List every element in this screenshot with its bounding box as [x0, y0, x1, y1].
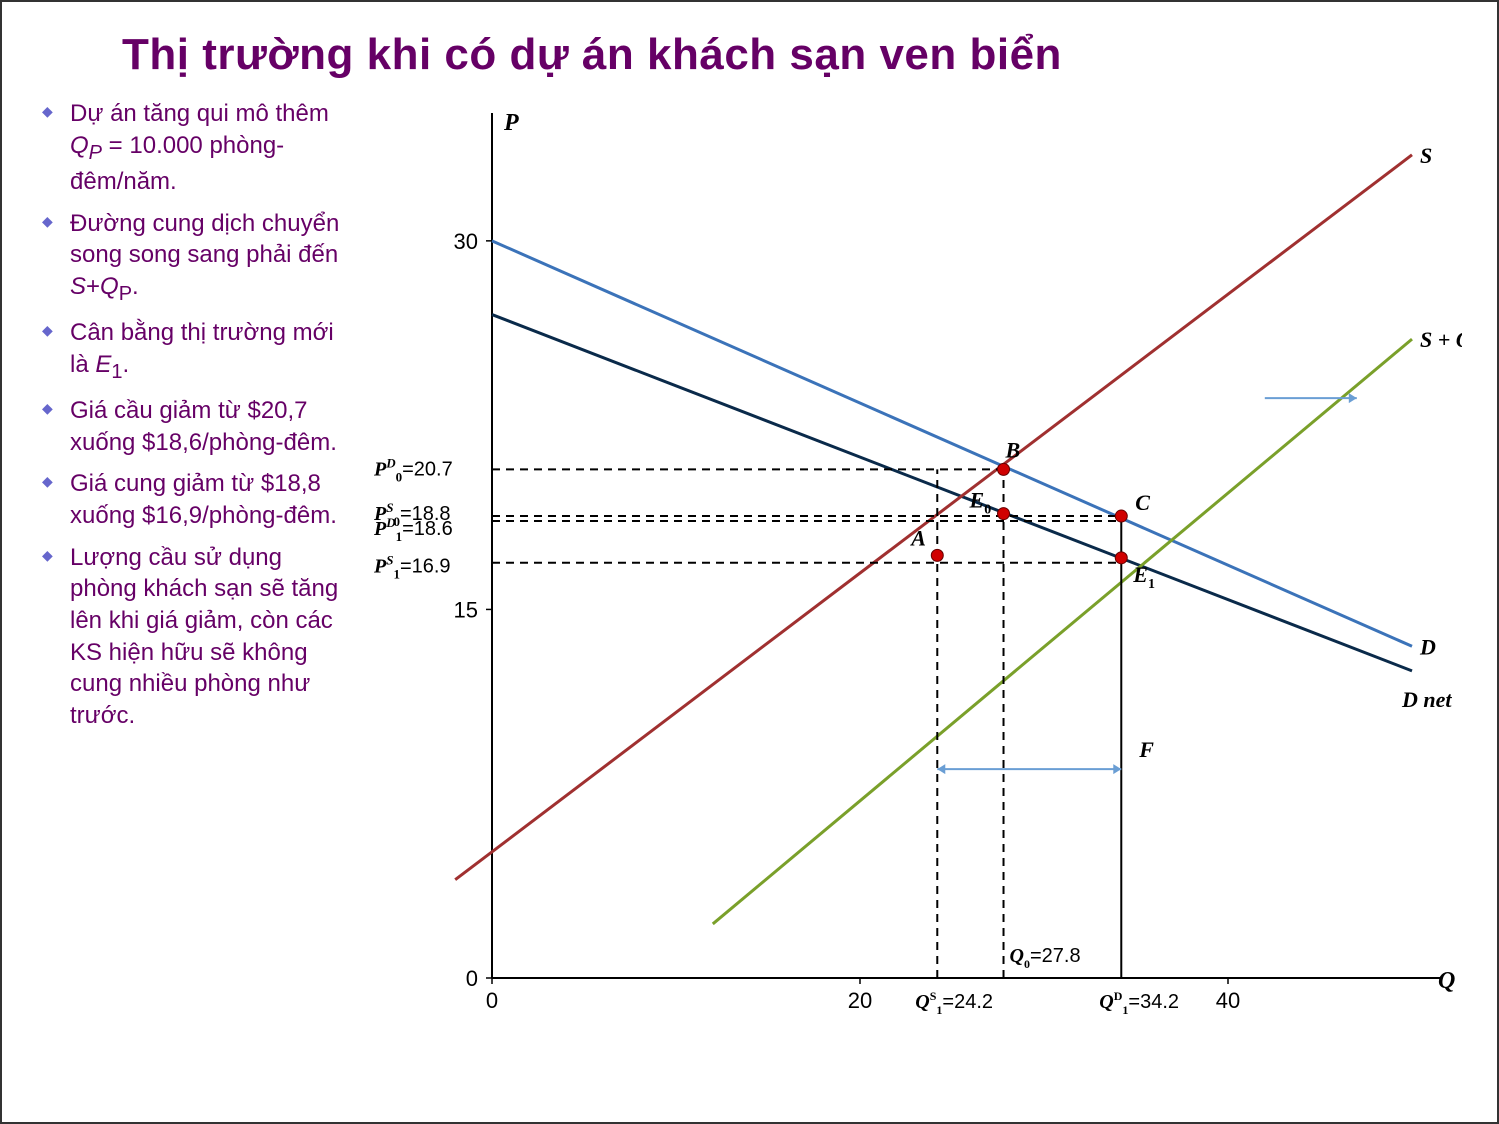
content-row: Dự án tăng qui mô thêm QP = 10.000 phòng…: [2, 98, 1497, 1078]
bullet-list: Dự án tăng qui mô thêm QP = 10.000 phòng…: [42, 98, 372, 1078]
svg-text:C: C: [1135, 490, 1150, 515]
svg-text:30: 30: [454, 229, 478, 254]
bullet-item: Lượng cầu sử dụng phòng khách sạn sẽ tăn…: [42, 542, 352, 732]
svg-text:Q: Q: [1438, 968, 1455, 994]
bullet-item: Giá cung giảm từ $18,8 xuống $16,9/phòng…: [42, 468, 352, 531]
svg-text:QS1=24.2: QS1=24.2: [915, 989, 993, 1017]
svg-text:0: 0: [486, 988, 498, 1013]
bullet-item: Cân bằng thị trường mới là E1.: [42, 317, 352, 385]
chart-svg: 0153002040PQSS + QPDD netPD0=20.7PS0=18.…: [372, 98, 1462, 1058]
svg-text:40: 40: [1216, 988, 1240, 1013]
svg-text:E0: E0: [969, 488, 992, 518]
svg-text:B: B: [1005, 437, 1021, 462]
svg-text:QD1=34.2: QD1=34.2: [1099, 989, 1179, 1017]
svg-text:PS1=16.9: PS1=16.9: [373, 553, 451, 582]
svg-text:PD0=20.7: PD0=20.7: [373, 455, 453, 484]
svg-text:0: 0: [466, 966, 478, 991]
bullet-item: Giá cầu giảm từ $20,7 xuống $18,6/phòng-…: [42, 395, 352, 458]
svg-text:D: D: [1419, 634, 1436, 659]
chart: 0153002040PQSS + QPDD netPD0=20.7PS0=18.…: [372, 98, 1462, 1078]
bullet-item: Dự án tăng qui mô thêm QP = 10.000 phòng…: [42, 98, 352, 198]
svg-text:D net: D net: [1401, 687, 1452, 712]
svg-text:S + QP: S + QP: [1420, 327, 1462, 357]
svg-text:S: S: [1420, 143, 1432, 168]
svg-text:P: P: [503, 110, 519, 136]
svg-text:15: 15: [454, 597, 478, 622]
svg-text:A: A: [909, 525, 926, 550]
bullet-item: Đường cung dịch chuyển song song sang ph…: [42, 208, 352, 308]
svg-text:Q0=27.8: Q0=27.8: [1010, 945, 1081, 971]
svg-text:E1: E1: [1132, 562, 1155, 592]
slide-title: Thị trường khi có dự án khách sạn ven bi…: [2, 2, 1497, 98]
svg-text:F: F: [1138, 737, 1154, 762]
svg-text:PD1=18.6: PD1=18.6: [373, 515, 453, 544]
svg-text:20: 20: [848, 988, 872, 1013]
